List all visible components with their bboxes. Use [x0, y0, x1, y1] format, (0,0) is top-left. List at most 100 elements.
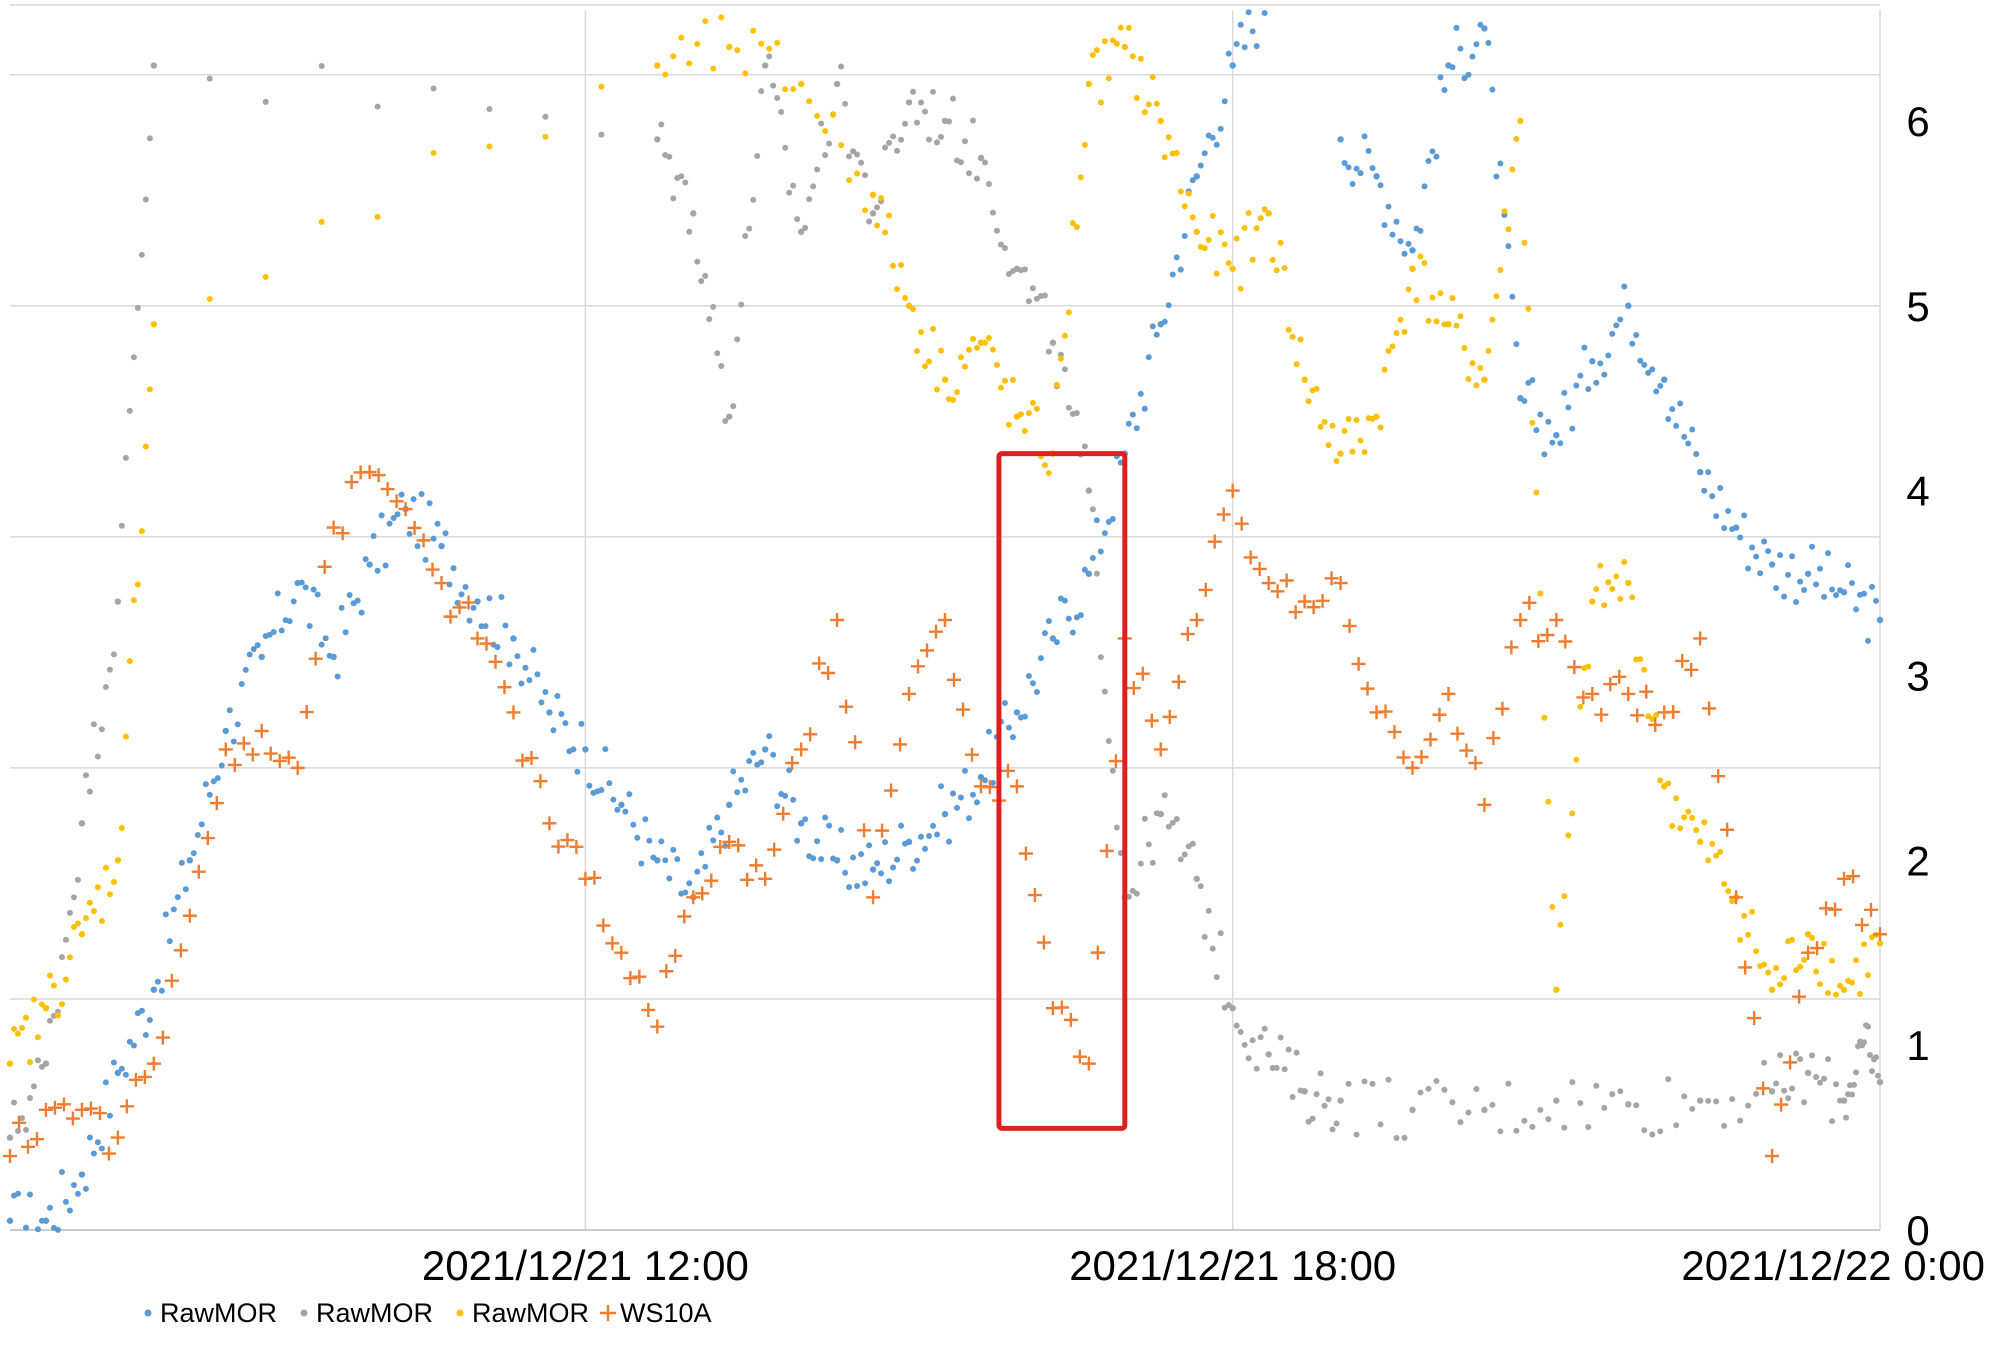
data-point [114, 598, 122, 605]
data-point [714, 814, 721, 821]
data-point [1181, 232, 1188, 239]
data-point [1701, 487, 1708, 494]
data-point [938, 613, 952, 627]
data-point [1349, 448, 1356, 455]
data-point [1809, 543, 1816, 550]
data-point [1329, 1126, 1336, 1133]
data-point [698, 278, 705, 285]
data-point [598, 83, 605, 90]
data-point [1521, 239, 1528, 246]
data-point [1137, 390, 1144, 397]
data-point [1341, 160, 1348, 167]
data-point [458, 591, 465, 598]
data-point [1641, 666, 1648, 673]
data-point [1685, 808, 1692, 815]
data-point [486, 595, 493, 602]
data-point [598, 786, 605, 793]
series-ws10a-3 [3, 465, 1887, 1164]
data-point [746, 225, 753, 232]
data-point [862, 880, 869, 887]
data-point [1813, 1074, 1820, 1081]
data-point [126, 658, 133, 665]
data-point [206, 295, 213, 302]
data-point [1213, 974, 1220, 981]
data-point [1804, 931, 1812, 938]
data-point [374, 567, 381, 574]
data-point [1162, 709, 1177, 724]
data-point [150, 986, 158, 993]
data-point [1297, 336, 1304, 343]
data-point [1441, 1086, 1448, 1093]
data-point [106, 1112, 113, 1119]
data-point [1737, 1117, 1744, 1124]
data-point [726, 43, 733, 51]
data-point [677, 909, 692, 924]
data-point [1353, 165, 1360, 172]
data-point [848, 735, 863, 750]
data-point [1369, 165, 1376, 172]
data-point [58, 1169, 65, 1176]
data-point [1537, 590, 1544, 597]
data-point [997, 384, 1004, 391]
data-point [989, 346, 996, 353]
data-point [1261, 1025, 1268, 1032]
data-point [598, 131, 605, 138]
data-point [1757, 570, 1764, 577]
data-point [1485, 39, 1492, 46]
data-point [498, 593, 505, 600]
data-point [1673, 422, 1680, 429]
data-point [1279, 573, 1294, 588]
data-point [1433, 153, 1440, 160]
data-point [1217, 930, 1224, 937]
series-layer [3, 9, 1887, 1233]
data-point [1603, 677, 1618, 692]
data-point [218, 742, 233, 757]
data-point [1729, 1096, 1736, 1103]
data-point [1825, 989, 1832, 996]
data-point [534, 671, 541, 678]
data-point [126, 1038, 133, 1045]
data-point [146, 386, 153, 393]
data-point [344, 475, 359, 490]
data-point [83, 1101, 98, 1116]
data-point [1057, 355, 1064, 362]
data-point [1553, 431, 1560, 439]
data-point [1285, 326, 1292, 333]
data-point [922, 363, 929, 370]
data-point [806, 196, 813, 203]
data-point [1589, 358, 1596, 365]
data-point [236, 736, 251, 751]
legend-item: WS10A [600, 1298, 712, 1328]
data-point [1025, 410, 1032, 417]
data-point [542, 133, 549, 140]
data-point [6, 1217, 14, 1224]
data-point [122, 1071, 129, 1078]
data-point [1477, 365, 1484, 372]
data-point [686, 228, 693, 235]
data-point [822, 152, 829, 159]
data-point [682, 889, 689, 896]
data-point [632, 969, 647, 984]
data-point [118, 1065, 125, 1072]
data-point [1293, 1049, 1300, 1056]
data-point [1149, 74, 1156, 81]
data-point [918, 833, 925, 840]
data-point [1041, 462, 1048, 469]
plot-area-border [10, 4, 1880, 1231]
data-point [1072, 1049, 1087, 1064]
data-point [1277, 1034, 1284, 1041]
data-point [570, 746, 577, 753]
data-point [1853, 606, 1860, 613]
data-point [1270, 584, 1285, 599]
data-point [254, 642, 261, 649]
data-point [1073, 410, 1080, 417]
data-point [786, 767, 793, 774]
data-point [1789, 1085, 1796, 1092]
data-point [1865, 972, 1872, 979]
data-point [1165, 134, 1172, 141]
data-point [938, 783, 945, 790]
data-point [914, 348, 921, 355]
data-point [670, 53, 677, 60]
data-point [1774, 1097, 1789, 1112]
data-point [1445, 321, 1452, 328]
